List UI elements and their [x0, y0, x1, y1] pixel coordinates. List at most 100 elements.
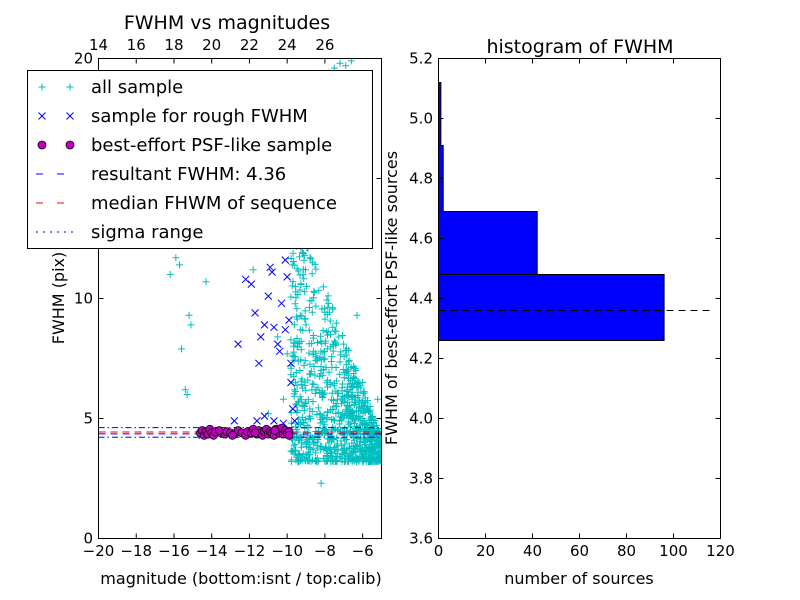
all-sample-point	[340, 340, 348, 348]
all-sample-point	[183, 391, 191, 398]
all-sample-point	[336, 413, 344, 421]
all-sample-point	[291, 300, 299, 308]
all-sample-point	[301, 357, 309, 365]
all-sample-point	[336, 358, 344, 366]
all-sample-point	[350, 442, 358, 450]
legend-label: median FHWM of sequence	[91, 193, 337, 214]
all-sample-point	[310, 294, 317, 302]
all-sample-point	[293, 401, 301, 409]
all-sample-point	[327, 396, 335, 404]
all-sample-point	[314, 404, 322, 412]
top-x-tick-label: 18	[164, 36, 183, 54]
legend-plus-marker	[38, 83, 46, 91]
all-sample-point	[346, 423, 354, 431]
right-x-axis-label: number of sources	[504, 569, 654, 588]
all-sample-point	[291, 390, 299, 398]
all-sample-point	[352, 367, 360, 375]
all-sample-point	[292, 369, 300, 377]
all-sample-point	[336, 370, 344, 378]
all-sample-point	[350, 411, 358, 419]
all-sample-point	[334, 446, 342, 454]
all-sample-point	[317, 479, 325, 487]
right-x-tick-label: 0	[434, 542, 444, 560]
all-sample-point	[340, 448, 348, 456]
left-y-axis-label: FWHM (pix)	[49, 252, 68, 345]
all-sample-point	[340, 458, 348, 466]
all-sample-point	[370, 427, 378, 434]
all-sample-point	[185, 311, 193, 319]
all-sample-point	[308, 270, 316, 278]
all-sample-point	[358, 443, 366, 451]
right-y-tick-label: 3.6	[409, 530, 433, 548]
all-sample-point	[304, 451, 312, 459]
all-sample-point	[320, 355, 328, 363]
all-sample-point	[329, 347, 337, 355]
left-y-tick-label: 0	[83, 530, 93, 548]
all-sample-point	[298, 402, 306, 410]
left-x-tick-label: −18	[120, 542, 152, 560]
all-sample-point	[337, 400, 345, 408]
legend-label: sample for rough FWHM	[91, 106, 308, 127]
legend-x-marker	[38, 112, 46, 120]
all-sample-point	[335, 333, 343, 341]
rough-fwhm-point	[287, 378, 295, 387]
all-sample-point	[294, 436, 302, 444]
all-sample-point	[336, 59, 344, 67]
all-sample-point	[294, 290, 302, 298]
all-sample-point	[360, 406, 368, 414]
top-x-tick-label: 16	[127, 36, 146, 54]
all-sample-point	[312, 265, 320, 273]
rough-fwhm-point	[283, 273, 292, 281]
all-sample-point	[293, 313, 301, 321]
all-sample-point	[311, 371, 319, 379]
rough-fwhm-point	[288, 405, 297, 413]
legend-label: sigma range	[91, 222, 203, 243]
all-sample-point	[329, 323, 337, 331]
all-sample-point	[325, 368, 333, 376]
all-sample-point	[324, 383, 332, 391]
all-sample-point	[305, 415, 313, 423]
right-y-tick-label: 5.2	[409, 50, 433, 68]
rough-fwhm-point	[273, 340, 282, 348]
rough-fwhm-point	[285, 316, 293, 324]
rough-fwhm-point	[275, 347, 284, 356]
all-sample-point	[290, 339, 298, 347]
all-sample-point	[345, 443, 353, 451]
all-sample-point	[350, 419, 358, 427]
rough-fwhm-point	[256, 333, 265, 341]
fwhm-histogram-plot: 0 20 40 60 80 100 120 3.6 3.8 4.0 4.2 4.4 4.6 4.8 5.0 5…	[382, 36, 735, 588]
all-sample-point	[290, 353, 298, 361]
all-sample-point	[339, 414, 347, 422]
right-x-tick-label: 120	[706, 542, 735, 560]
all-sample-point	[296, 286, 304, 294]
all-sample-point	[369, 440, 377, 448]
all-sample-point	[324, 303, 332, 311]
all-sample-point	[301, 381, 309, 389]
all-sample-point	[357, 448, 365, 456]
all-sample-point	[360, 388, 368, 396]
all-sample-point	[306, 405, 314, 413]
all-sample-point	[310, 380, 318, 388]
all-sample-point	[351, 374, 359, 382]
all-sample-point	[317, 363, 325, 371]
all-sample-point	[354, 388, 362, 396]
all-sample-point	[344, 374, 352, 382]
legend-x-marker	[66, 112, 74, 120]
all-sample-point	[355, 396, 363, 404]
all-sample-point	[299, 265, 307, 273]
all-sample-point	[310, 362, 318, 370]
left-y-tick-label: 5	[83, 410, 93, 428]
all-sample-point	[298, 312, 306, 320]
all-sample-point	[342, 361, 350, 369]
all-sample-point	[287, 419, 295, 427]
left-x-tick-label: −16	[158, 542, 190, 560]
series-rough-fwhm-sample	[198, 232, 299, 440]
all-sample-point	[324, 327, 332, 335]
all-sample-point	[319, 327, 327, 335]
all-sample-point	[334, 389, 342, 397]
left-plot-title: FWHM vs magnitudes	[124, 12, 330, 34]
all-sample-point	[355, 413, 363, 421]
all-sample-point	[307, 445, 315, 453]
all-sample-point	[349, 391, 357, 399]
all-sample-point	[302, 386, 310, 394]
